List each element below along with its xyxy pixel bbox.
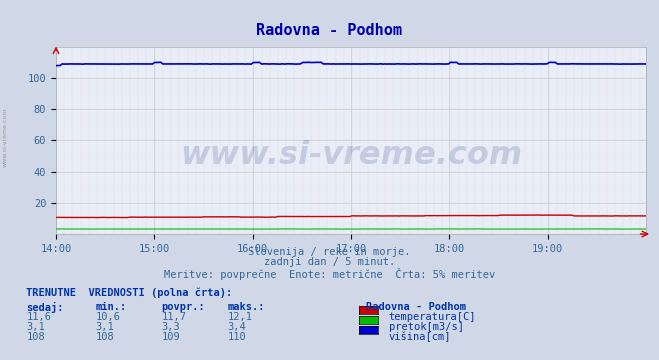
Text: Slovenija / reke in morje.: Slovenija / reke in morje. xyxy=(248,247,411,257)
Text: Radovna - Podhom: Radovna - Podhom xyxy=(366,302,466,312)
Text: zadnji dan / 5 minut.: zadnji dan / 5 minut. xyxy=(264,257,395,267)
Text: 11,7: 11,7 xyxy=(161,312,186,323)
Text: 3,1: 3,1 xyxy=(96,322,114,332)
Text: www.si-vreme.com: www.si-vreme.com xyxy=(3,107,8,167)
Text: 12,1: 12,1 xyxy=(227,312,252,323)
Text: maks.:: maks.: xyxy=(227,302,265,312)
Text: Meritve: povprečne  Enote: metrične  Črta: 5% meritev: Meritve: povprečne Enote: metrične Črta:… xyxy=(164,268,495,280)
Text: TRENUTNE  VREDNOSTI (polna črta):: TRENUTNE VREDNOSTI (polna črta): xyxy=(26,288,233,298)
Text: 108: 108 xyxy=(26,332,45,342)
Text: 3,4: 3,4 xyxy=(227,322,246,332)
Text: 3,3: 3,3 xyxy=(161,322,180,332)
Text: 3,1: 3,1 xyxy=(26,322,45,332)
Text: Radovna - Podhom: Radovna - Podhom xyxy=(256,23,403,38)
Text: sedaj:: sedaj: xyxy=(26,302,64,313)
Text: povpr.:: povpr.: xyxy=(161,302,205,312)
Text: 10,6: 10,6 xyxy=(96,312,121,323)
Text: temperatura[C]: temperatura[C] xyxy=(389,312,476,323)
Text: min.:: min.: xyxy=(96,302,127,312)
Text: www.si-vreme.com: www.si-vreme.com xyxy=(180,140,522,171)
Text: 11,6: 11,6 xyxy=(26,312,51,323)
Text: 108: 108 xyxy=(96,332,114,342)
Text: 110: 110 xyxy=(227,332,246,342)
Text: višina[cm]: višina[cm] xyxy=(389,332,451,342)
Text: pretok[m3/s]: pretok[m3/s] xyxy=(389,322,464,332)
Text: 109: 109 xyxy=(161,332,180,342)
